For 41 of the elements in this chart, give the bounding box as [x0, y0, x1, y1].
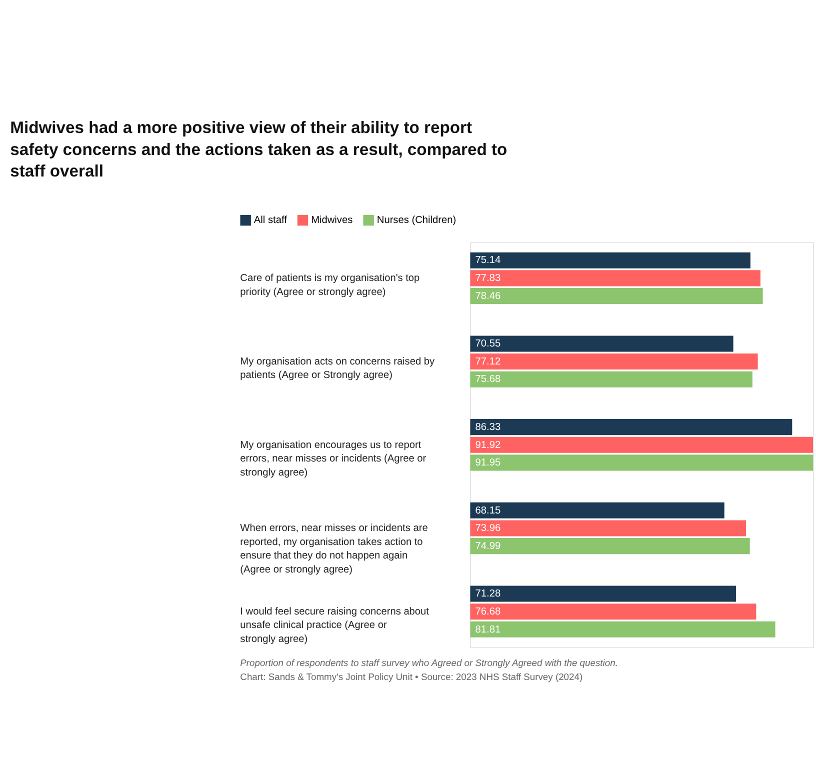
bar	[470, 454, 814, 471]
bar	[470, 586, 736, 602]
legend-label: Midwives	[311, 215, 353, 226]
text: Midwives had a more positive view of their ability to report safety concerns and the actions taken as a result, compared to staff overall	[10, 118, 508, 180]
data-label: 81.81	[475, 624, 501, 636]
bar	[470, 371, 752, 388]
data-label: 70.55	[475, 338, 501, 350]
y-tick-label: When errors, near misses or incidents are reported, my organisation takes action to ensure that they do not happen again (Agree or strongly agree)	[240, 523, 428, 576]
bar	[470, 252, 750, 268]
bar	[470, 336, 734, 352]
y-tick-label: My organisation encourages us to report errors, near misses or incidents (Agree or strongly agree)	[240, 440, 427, 478]
bar	[470, 270, 760, 286]
text: Chart: Sands & Tommy's Joint Policy Unit • Source: 2023 NHS Staff Survey (2024)	[240, 670, 583, 682]
bar	[470, 621, 776, 638]
data-label: 74.99	[475, 540, 501, 552]
bar	[470, 538, 750, 554]
text: Proportion of respondents to staff survey who Agreed or Strongly Agreed with the question.	[240, 657, 618, 668]
data-label: 91.95	[475, 458, 501, 469]
data-label: 77.83	[475, 273, 501, 284]
data-label: 73.96	[475, 523, 501, 534]
y-tick-label: My organisation acts on concerns raised by patients (Agree or Strongly agree)	[240, 356, 436, 382]
data-label: 68.15	[475, 505, 501, 516]
bar	[470, 354, 758, 370]
y-tick-label: Care of patients is my organisation's top priority (Agree or strongly agree)	[240, 273, 420, 298]
data-label: 86.33	[475, 422, 501, 433]
data-label: 75.14	[475, 255, 501, 266]
bar	[470, 419, 792, 436]
y-tick-label: I would feel secure raising concerns about unsafe clinical practice (Agree or strongly agree)	[240, 606, 430, 645]
data-label: 75.68	[475, 374, 501, 386]
data-label: 76.68	[475, 606, 501, 618]
legend-label: All staff	[254, 215, 288, 226]
bar	[470, 502, 724, 518]
bar	[470, 520, 746, 536]
bar	[470, 436, 813, 453]
bar	[470, 288, 763, 304]
data-label: 77.12	[475, 356, 501, 368]
data-label: 91.92	[475, 440, 501, 451]
bar	[470, 604, 756, 620]
legend-label: Nurses (Children)	[376, 215, 456, 226]
data-label: 78.46	[475, 290, 501, 302]
data-label: 71.28	[475, 588, 501, 600]
